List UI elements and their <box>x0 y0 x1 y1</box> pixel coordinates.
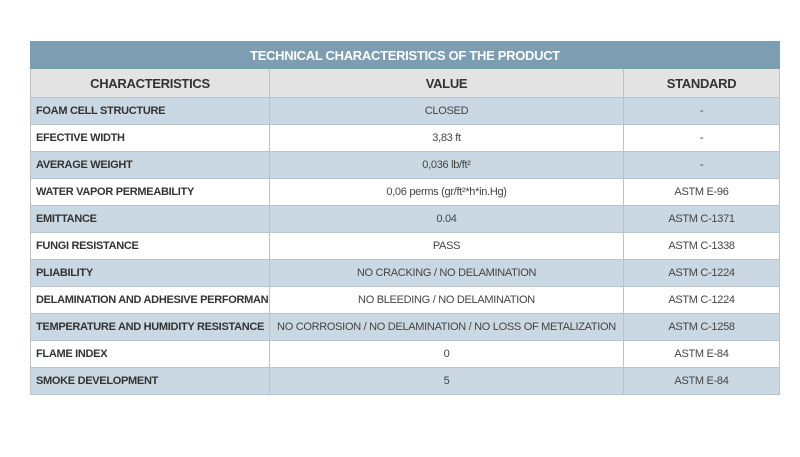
standard-cell: - <box>622 151 781 179</box>
characteristic-cell: WATER VAPOR PERMEABILITY <box>30 178 270 206</box>
value-cell: 5 <box>269 367 624 395</box>
table-row: FLAME INDEX 0 ASTM E-84 <box>30 340 781 368</box>
table-row: AVERAGE WEIGHT 0,036 lb/ft² - <box>30 151 781 179</box>
value-cell: 0.04 <box>269 205 624 233</box>
table-row: DELAMINATION AND ADHESIVE PERFORMANCE NO … <box>30 286 781 314</box>
characteristic-cell: DELAMINATION AND ADHESIVE PERFORMANCE <box>30 286 270 314</box>
value-cell: CLOSED <box>269 97 624 125</box>
standard-cell: ASTM C-1338 <box>622 232 781 260</box>
table-row: EMITTANCE 0.04 ASTM C-1371 <box>30 205 781 233</box>
characteristic-cell: TEMPERATURE AND HUMIDITY RESISTANCE <box>30 313 270 341</box>
value-cell: 0,036 lb/ft² <box>269 151 624 179</box>
table-row: FUNGI RESISTANCE PASS ASTM C-1338 <box>30 232 781 260</box>
header-cell: CHARACTERISTICS <box>30 68 270 98</box>
table-row: WATER VAPOR PERMEABILITY 0,06 perms (gr/f… <box>30 178 781 206</box>
value-cell: PASS <box>269 232 624 260</box>
value-cell: 3,83 ft <box>269 124 624 152</box>
header-row: CHARACTERISTICS VALUE STANDARD <box>30 68 781 98</box>
characteristic-cell: FOAM CELL STRUCTURE <box>30 97 270 125</box>
characteristic-cell: EFECTIVE WIDTH <box>30 124 270 152</box>
value-cell: 0 <box>269 340 624 368</box>
characteristic-cell: PLIABILITY <box>30 259 270 287</box>
standard-cell: - <box>622 97 781 125</box>
table-row: SMOKE DEVELOPMENT 5 ASTM E-84 <box>30 367 781 395</box>
standard-cell: ASTM C-1224 <box>622 259 781 287</box>
characteristic-cell: AVERAGE WEIGHT <box>30 151 270 179</box>
table-body: FOAM CELL STRUCTURE CLOSED - EFECTIVE WIDTH… <box>30 97 781 395</box>
characteristic-cell: EMITTANCE <box>30 205 270 233</box>
value-cell: NO CORROSION / NO DELAMINATION / NO LOSS… <box>269 313 624 341</box>
characteristic-cell: SMOKE DEVELOPMENT <box>30 367 270 395</box>
standard-cell: ASTM C-1258 <box>622 313 781 341</box>
header-cell: STANDARD <box>622 68 781 98</box>
standard-cell: ASTM C-1224 <box>622 286 781 314</box>
table-row: TEMPERATURE AND HUMIDITY RESISTANCE NO CO… <box>30 313 781 341</box>
header-cell: VALUE <box>269 68 624 98</box>
standard-cell: ASTM C-1371 <box>622 205 781 233</box>
standard-cell: - <box>622 124 781 152</box>
value-cell: NO CRACKING / NO DELAMINATION <box>269 259 624 287</box>
standard-cell: ASTM E-84 <box>622 340 781 368</box>
table-title: TECHNICAL CHARACTERISTICS OF THE PRODUCT <box>29 41 781 69</box>
table-row: EFECTIVE WIDTH 3,83 ft - <box>30 124 781 152</box>
characteristic-cell: FUNGI RESISTANCE <box>30 232 270 260</box>
table-row: FOAM CELL STRUCTURE CLOSED - <box>30 97 781 125</box>
spec-table: TECHNICAL CHARACTERISTICS OF THE PRODUCT… <box>29 41 781 395</box>
standard-cell: ASTM E-96 <box>622 178 781 206</box>
standard-cell: ASTM E-84 <box>622 367 781 395</box>
value-cell: 0,06 perms (gr/ft²*h*in.Hg) <box>269 178 624 206</box>
table-row: PLIABILITY NO CRACKING / NO DELAMINATION A… <box>30 259 781 287</box>
characteristic-cell: FLAME INDEX <box>30 340 270 368</box>
value-cell: NO BLEEDING / NO DELAMINATION <box>269 286 624 314</box>
